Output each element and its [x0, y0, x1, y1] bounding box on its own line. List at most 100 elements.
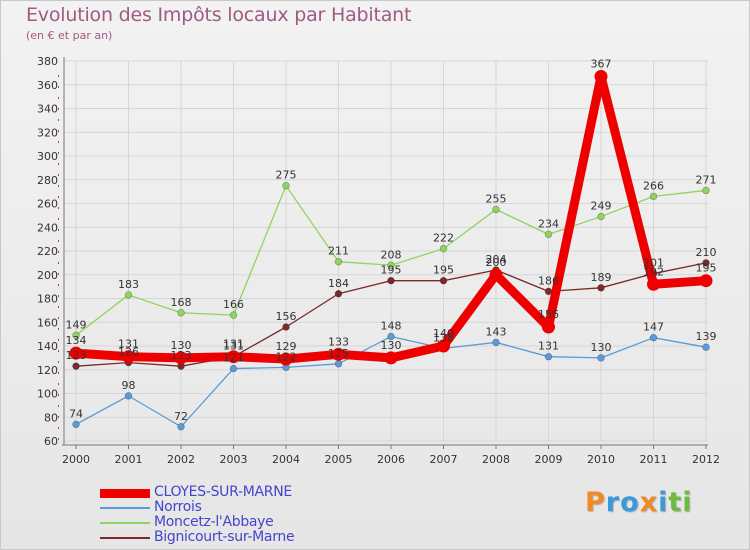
y-tick-label: 180: [37, 293, 58, 306]
logo-letter: r: [605, 487, 621, 518]
x-tick-label: 2003: [220, 453, 248, 466]
data-label: 129: [276, 340, 297, 353]
data-label: 72: [174, 410, 188, 423]
x-tick-label: 2012: [692, 453, 720, 466]
data-label: 195: [381, 264, 402, 277]
logo-letter: i: [682, 487, 693, 518]
data-point: [437, 339, 450, 353]
data-point: [124, 392, 133, 400]
proxiti-logo: Proxiti: [585, 487, 693, 518]
data-label: 201: [643, 257, 664, 270]
legend-label: Bignicourt-sur-Marne: [154, 529, 295, 545]
data-point: [227, 350, 240, 364]
x-tick-label: 2008: [482, 453, 510, 466]
y-tick-label: 160: [37, 316, 58, 329]
axis-tick-mark: [58, 196, 59, 198]
axis-tick-mark: [58, 75, 59, 77]
data-label: 189: [591, 271, 612, 284]
x-tick-label: 2011: [640, 453, 668, 466]
data-point: [124, 291, 133, 299]
chart-subtitle: (en € et par an): [26, 29, 113, 42]
y-tick-label: 80: [44, 411, 58, 424]
data-point: [439, 276, 448, 285]
data-label: 195: [433, 264, 454, 277]
data-point: [387, 276, 395, 285]
logo-letter: i: [658, 487, 669, 518]
data-point: [594, 69, 608, 83]
axis-tick-mark: [58, 284, 59, 286]
data-point: [229, 364, 238, 373]
legend-swatch: [100, 507, 150, 509]
data-point: [597, 354, 605, 362]
gridlines: [64, 60, 708, 442]
legend-label: CLOYES-SUR-MARNE: [154, 484, 292, 500]
series-lines: [69, 69, 713, 431]
data-label: 271: [696, 173, 717, 186]
axis-tick-mark: [58, 141, 59, 143]
x-tick-label: 2001: [115, 453, 143, 466]
y-tick-label: 100: [37, 388, 58, 401]
data-label: 266: [643, 179, 664, 192]
data-point: [702, 186, 710, 195]
x-tick-label: 2007: [430, 453, 458, 466]
data-label: 147: [643, 321, 664, 334]
y-tick-label: 120: [37, 364, 58, 377]
logo-letter: t: [668, 487, 683, 518]
axis-tick-mark: [58, 218, 59, 220]
data-label: 210: [696, 246, 717, 259]
axis-tick-mark: [58, 251, 59, 253]
data-label: 149: [66, 318, 87, 331]
axis-tick-mark: [58, 383, 59, 385]
data-point: [174, 351, 188, 365]
data-label: 134: [66, 334, 87, 347]
x-tick-label: 2002: [167, 453, 195, 466]
data-label: 131: [223, 340, 244, 353]
data-label: 131: [223, 338, 244, 351]
data-point: [72, 420, 80, 429]
data-point: [332, 347, 345, 361]
data-point: [384, 351, 398, 365]
data-point: [122, 350, 135, 364]
data-point: [387, 332, 395, 341]
y-tick-label: 140: [37, 340, 58, 353]
axis-tick-mark: [58, 295, 59, 297]
data-point: [279, 352, 293, 366]
data-label: 200: [486, 256, 507, 269]
axis-tick-mark: [58, 427, 59, 429]
data-point: [542, 320, 555, 334]
axes: [58, 57, 708, 446]
data-point: [649, 192, 658, 201]
y-tick-label: 340: [37, 103, 58, 116]
data-label: 74: [69, 407, 83, 420]
data-point: [334, 290, 343, 298]
x-axis-ticks: 2000 2001 2002 2003 2004 2005 2006 2007 2008 2009…: [62, 445, 720, 466]
data-point: [387, 261, 395, 269]
data-label: 195: [696, 262, 717, 275]
chart-title: Evolution des Impôts locaux par Habitant: [26, 4, 412, 26]
data-point: [177, 309, 185, 317]
data-label: 275: [276, 169, 297, 182]
logo-letter: P: [585, 487, 606, 518]
data-label: 138: [433, 331, 454, 344]
axis-tick-mark: [58, 97, 59, 99]
data-label: 183: [118, 278, 139, 291]
data-label: 156: [276, 310, 297, 323]
data-label: 130: [591, 341, 612, 354]
data-point: [649, 333, 658, 342]
data-point: [489, 268, 503, 282]
axis-tick-mark: [58, 86, 59, 88]
data-label: 367: [591, 57, 612, 70]
x-tick-label: 2005: [325, 453, 353, 466]
data-point: [334, 257, 343, 266]
legend-label: Moncetz-l'Abbaye: [154, 514, 274, 530]
axis-tick-mark: [58, 207, 59, 209]
x-tick-label: 2000: [62, 453, 90, 466]
data-label: 192: [643, 265, 664, 278]
axis-tick-mark: [58, 174, 59, 176]
axis-tick-mark: [58, 372, 59, 374]
data-label: 121: [223, 352, 244, 365]
data-label: 98: [122, 379, 136, 392]
axis-tick-mark: [58, 405, 59, 407]
y-tick-label: 60: [44, 435, 58, 448]
